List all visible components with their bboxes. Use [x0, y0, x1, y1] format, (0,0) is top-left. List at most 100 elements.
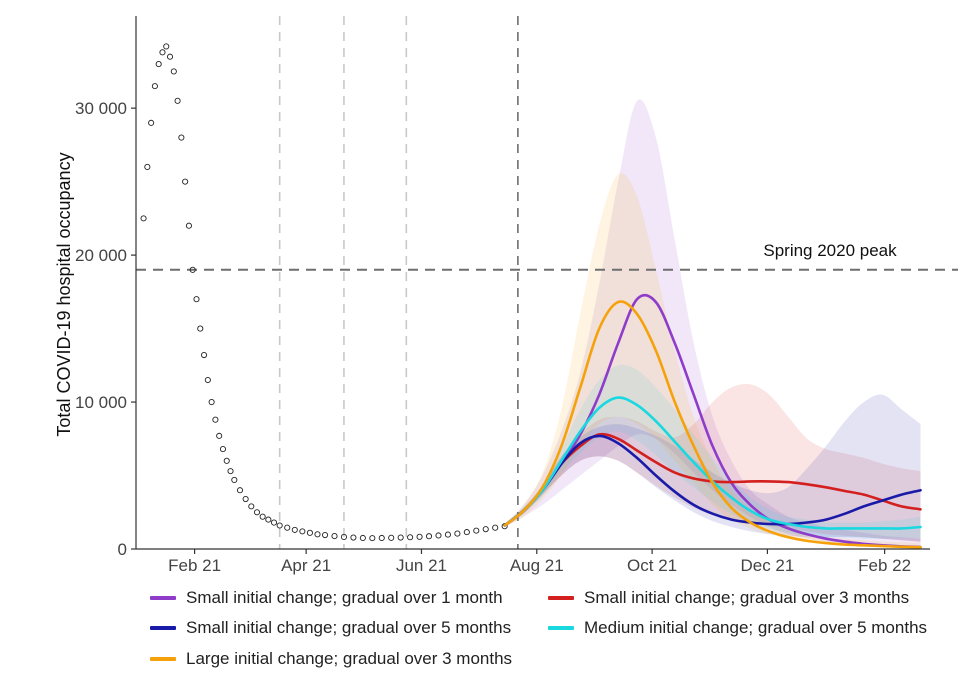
observed-point — [463, 529, 470, 536]
observed-point — [166, 53, 174, 60]
observed-point — [140, 215, 147, 222]
observed-point — [340, 533, 348, 541]
reference-line-label: Spring 2020 peak — [763, 241, 897, 260]
legend-swatch — [150, 596, 176, 600]
observed-point — [201, 351, 208, 359]
observed-point — [270, 519, 278, 526]
x-tick-label: Aug 21 — [510, 556, 564, 575]
observed-point — [231, 476, 238, 483]
observed-point — [444, 531, 451, 538]
observed-point — [216, 432, 223, 439]
observed-point — [369, 535, 376, 542]
observed-point — [219, 446, 227, 453]
observed-point — [454, 530, 461, 537]
observed-point — [299, 528, 306, 535]
y-tick-label: 10 000 — [75, 393, 127, 412]
y-tick-label: 0 — [118, 540, 127, 559]
observed-point — [435, 532, 442, 539]
event-dashed-lines — [278, 16, 519, 549]
observed-point — [148, 119, 155, 126]
observed-point — [397, 534, 404, 541]
line-series-5 — [503, 300, 922, 549]
y-tick-label: 30 000 — [75, 99, 127, 118]
observed-point — [265, 516, 272, 523]
legend-swatch — [150, 657, 176, 661]
observed-point — [193, 296, 200, 303]
observed-point — [155, 61, 162, 68]
observed-point — [174, 97, 181, 104]
legend-label: Small initial change; gradual over 5 mon… — [186, 618, 512, 637]
observed-point — [314, 531, 321, 538]
x-tick-label: Feb 21 — [168, 556, 221, 575]
tick-labels: 0 10 000 20 000 30 000 Feb 21 Apr 21 Jun 21 Aug… — [54, 99, 911, 575]
x-tick-label: Dec 21 — [740, 556, 794, 575]
x-tick-label: Jun 21 — [396, 556, 447, 575]
legend-item-series-4: Medium initial change; gradual over 5 mo… — [548, 618, 927, 638]
observed-point — [276, 522, 283, 529]
observed-points — [140, 43, 508, 542]
legend-item-series-1: Small initial change; gradual over 1 mon… — [150, 588, 503, 608]
axes — [131, 16, 930, 554]
observed-point — [331, 533, 338, 540]
observed-point — [144, 163, 151, 170]
observed-point — [501, 523, 508, 530]
band-series-4 — [504, 364, 921, 539]
x-tick-label: Apr 21 — [281, 556, 331, 575]
observed-point — [482, 526, 489, 533]
observed-point — [189, 266, 196, 273]
observed-point — [492, 524, 499, 531]
observed-point — [425, 533, 433, 540]
observed-point — [284, 524, 291, 531]
x-tick-label: Feb 22 — [858, 556, 911, 575]
legend-label: Large initial change; gradual over 3 mon… — [186, 649, 513, 668]
observed-point — [253, 509, 261, 516]
observed-point — [178, 134, 185, 141]
observed-point — [248, 503, 255, 510]
observed-point — [197, 325, 204, 332]
observed-point — [151, 83, 158, 90]
observed-point — [159, 49, 166, 56]
observed-point — [242, 495, 249, 503]
projection-lines — [503, 293, 922, 549]
observed-point — [236, 487, 244, 494]
band-series-5 — [504, 173, 921, 548]
observed-point — [170, 68, 177, 75]
legend-label: Small initial change; gradual over 1 mon… — [186, 588, 503, 607]
observed-point — [291, 526, 298, 533]
observed-point — [227, 468, 234, 475]
observed-point — [212, 416, 219, 423]
line-series-3 — [503, 434, 922, 527]
observed-point — [259, 513, 266, 520]
band-series-2 — [504, 383, 921, 542]
observed-point — [378, 534, 385, 542]
line-series-1 — [503, 293, 922, 549]
observed-point — [208, 399, 215, 406]
chart: Spring 2020 peak 0 10 000 20 000 30 000 Feb … — [54, 16, 958, 575]
legend-swatch — [548, 626, 574, 630]
y-tick-label: 20 000 — [75, 246, 127, 265]
observed-point — [321, 531, 329, 539]
legend-swatch — [150, 626, 176, 630]
observed-point — [473, 527, 480, 534]
y-axis-title: Total COVID-19 hospital occupancy — [54, 152, 74, 436]
legend-label: Small initial change; gradual over 3 mon… — [584, 588, 910, 607]
legend-label: Medium initial change; gradual over 5 mo… — [584, 618, 928, 637]
observed-point — [416, 533, 423, 540]
legend-item-series-5: Large initial change; gradual over 3 mon… — [150, 649, 512, 669]
observed-point — [223, 457, 230, 464]
observed-point — [185, 222, 192, 229]
observed-point — [204, 376, 211, 384]
observed-point — [359, 534, 366, 542]
legend-swatch — [548, 596, 574, 600]
observed-point — [182, 178, 189, 185]
x-tick-label: Oct 21 — [627, 556, 677, 575]
legend: Small initial change; gradual over 1 mon… — [150, 588, 950, 678]
observed-point — [388, 534, 395, 541]
observed-point — [407, 534, 414, 541]
legend-item-series-2: Small initial change; gradual over 3 mon… — [548, 588, 909, 608]
observed-point — [163, 43, 170, 50]
band-series-3 — [504, 394, 921, 542]
reference-line-group: Spring 2020 peak — [136, 241, 958, 271]
legend-item-series-3: Small initial change; gradual over 5 mon… — [150, 618, 511, 638]
observed-point — [306, 529, 313, 536]
